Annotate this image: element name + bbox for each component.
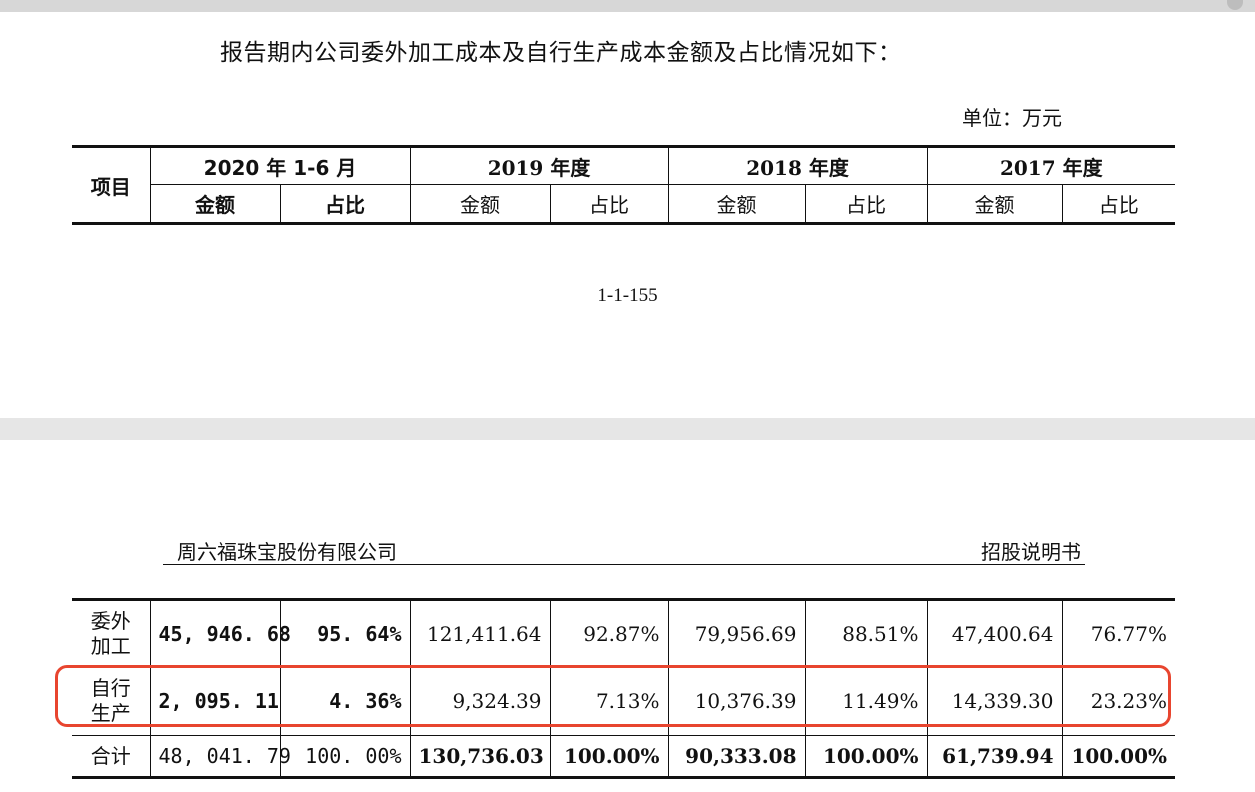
row-label: 自行 生产	[90, 676, 131, 726]
cell-amount: 121,411.64	[409, 599, 550, 668]
running-header: 周六福珠宝股份有限公司 招股说明书	[163, 536, 1085, 565]
cell-ratio: 92.87%	[549, 599, 668, 668]
period-header: 2020 年 1-6 月	[149, 146, 410, 185]
item-header: 项目	[90, 174, 131, 199]
period-header: 2018 年度	[667, 146, 928, 185]
total-row: 合计 48, 041. 79 100. 00% 130,736.03 100.0…	[72, 735, 1175, 778]
amount-header: 金额	[926, 184, 1063, 224]
table-row: 委外 加工 45, 946. 68 95. 64% 121,411.64 92.8…	[72, 599, 1175, 668]
ratio-header: 占比	[804, 184, 928, 224]
cell-ratio: 100. 00%	[279, 735, 410, 778]
cell-amount: 61,739.94	[926, 735, 1062, 778]
amount-header: 金额	[149, 184, 280, 224]
ratio-header: 占比	[549, 184, 669, 224]
page-separator	[0, 418, 1255, 440]
amount-header: 金额	[667, 184, 806, 224]
ratio-header: 占比	[279, 184, 410, 224]
cell-ratio: 76.77%	[1061, 599, 1175, 668]
cell-amount: 130,736.03	[409, 735, 550, 778]
table-header-section: 项目 2020 年 1-6 月 2019 年度 2018 年度 2017 年度 …	[72, 145, 1176, 225]
scroll-knob[interactable]	[1227, 0, 1243, 10]
highlight-box	[55, 665, 1171, 727]
window-top-bar	[0, 0, 1255, 12]
row-label: 委外 加工	[90, 609, 131, 659]
cell-ratio: 100.00%	[549, 735, 668, 778]
unit-label: 单位：万元	[962, 106, 1062, 130]
ratio-header: 占比	[1061, 184, 1176, 224]
cell-ratio: 95. 64%	[279, 599, 410, 668]
period-header: 2019 年度	[409, 146, 669, 185]
amount-header: 金额	[409, 184, 550, 224]
cell-amount: 48, 041. 79	[149, 735, 291, 778]
cell-amount: 45, 946. 68	[149, 599, 291, 668]
cell-amount: 90,333.08	[667, 735, 805, 778]
cell-amount: 79,956.69	[667, 599, 805, 668]
company-name: 周六福珠宝股份有限公司	[177, 540, 397, 564]
period-header: 2017 年度	[926, 146, 1176, 185]
cell-ratio: 88.51%	[804, 599, 927, 668]
row-label: 合计	[72, 735, 150, 778]
intro-text: 报告期内公司委外加工成本及自行生产成本金额及占比情况如下：	[220, 40, 902, 66]
cell-ratio: 100.00%	[804, 735, 927, 778]
document-type: 招股说明书	[981, 540, 1081, 564]
cell-amount: 47,400.64	[926, 599, 1062, 668]
page-number: 1-1-155	[597, 285, 658, 306]
cell-ratio: 100.00%	[1061, 735, 1175, 778]
